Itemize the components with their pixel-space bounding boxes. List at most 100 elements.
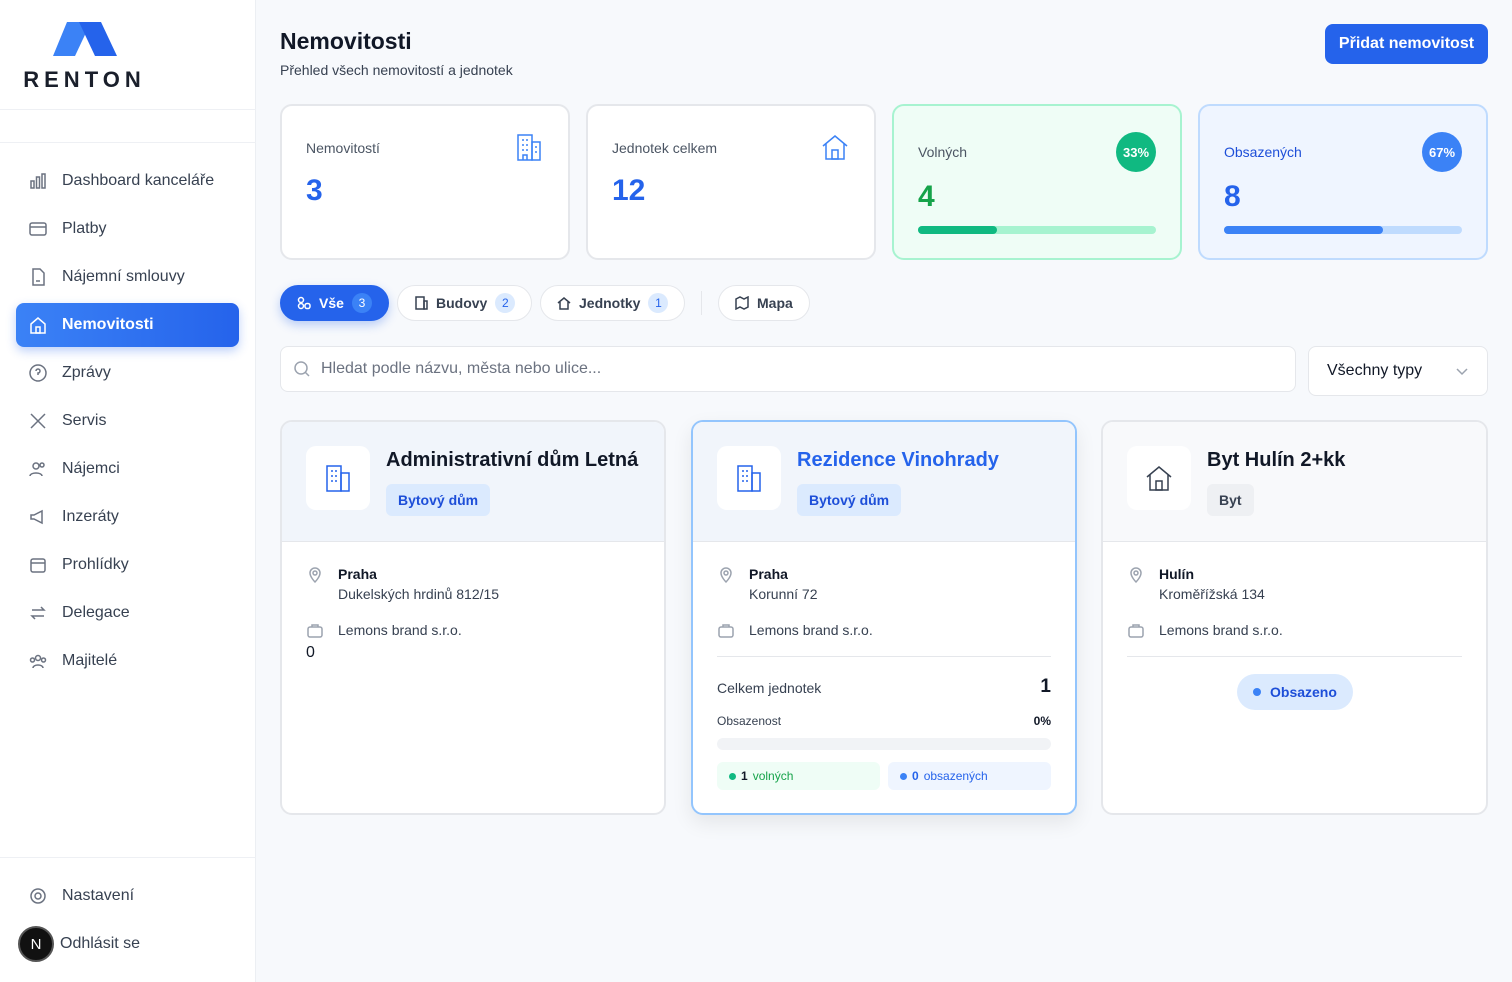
type-filter-select[interactable]: Všechny typy [1308,346,1488,396]
grid-icon [297,296,311,310]
percent-badge: 67% [1422,132,1462,172]
logout-label: Odhlásit se [60,935,141,952]
owner: Lemons brand s.r.o. [306,622,462,640]
map-icon [735,296,749,310]
building-icon [326,465,350,492]
property-title[interactable]: Rezidence Vinohrady [797,449,999,471]
tab-label: Budovy [436,295,488,311]
sidebar-item-platby[interactable]: Platby [16,207,239,251]
address: Praha Korunní 72 [717,566,818,602]
logout-button[interactable]: N Odhlásit se [16,922,239,966]
owner-name: Lemons brand s.r.o. [1159,622,1283,638]
megaphone-icon [30,509,43,525]
map-pin-icon [720,567,732,584]
page-title: Nemovitosti [280,28,412,54]
property-thumbnail [306,446,370,510]
sidebar-item-label: Inzeráty [62,508,119,525]
street: Kroměřížská 134 [1159,586,1265,602]
divider [0,109,256,110]
chevron-down-icon [1456,368,1468,376]
divider [1127,656,1462,657]
sidebar-item-delegace[interactable]: Delegace [16,591,239,635]
property-card[interactable]: Administrativní dům Letná Bytový dům Pra… [280,420,666,815]
free-units-chip: 1 volných [717,762,880,790]
credit-card-icon [29,222,47,236]
status-badge: Obsazeno [1237,674,1353,710]
users-icon [29,462,45,477]
building-icon [517,134,541,161]
sidebar-item-zpravy[interactable]: Zprávy [16,351,239,395]
street: Korunní 72 [749,586,818,602]
sidebar-item-label: Majitelé [62,652,118,669]
logo[interactable]: RENTON [22,22,147,93]
tab-count: 3 [351,293,372,313]
brand-name: RENTON [23,67,146,92]
sidebar-item-servis[interactable]: Servis [16,399,239,443]
address: Hulín Kroměřížská 134 [1127,566,1265,602]
sidebar-item-dashboard[interactable]: Dashboard kanceláře [16,159,239,203]
tab-buildings[interactable]: Budovy 2 [397,285,533,321]
tab-units[interactable]: Jednotky 1 [540,285,686,321]
card-header: Administrativní dům Letná Bytový dům [282,422,664,542]
sidebar-item-prohlidky[interactable]: Prohlídky [16,543,239,587]
card-header: Rezidence Vinohrady Bytový dům [693,422,1075,542]
divider [0,142,256,143]
units-value: 1 [1040,676,1051,697]
sidebar-item-inzeraty[interactable]: Inzeráty [16,495,239,539]
stat-value: 3 [306,174,323,207]
progress-bar [918,226,1156,234]
units-label: Celkem jednotek [717,680,822,696]
occupancy-bar [717,738,1051,750]
owner-name: Lemons brand s.r.o. [749,622,873,638]
address: Praha Dukelských hrdinů 812/15 [306,566,499,602]
settings-link[interactable]: Nastavení [16,874,239,918]
sidebar-item-najemci[interactable]: Nájemci [16,447,239,491]
avatar: N [18,926,54,962]
property-card[interactable]: Byt Hulín 2+kk Byt Hulín Kroměřížská 134 … [1101,420,1488,815]
occupancy-value: 0% [1033,714,1051,728]
tab-all[interactable]: Vše 3 [280,285,389,321]
stat-label: Jednotek celkem [612,140,718,156]
search-input[interactable] [321,360,1295,378]
city: Praha [338,566,377,582]
sidebar-item-label: Dashboard kanceláře [62,172,215,189]
property-card[interactable]: Rezidence Vinohrady Bytový dům Praha Koru… [691,420,1077,815]
add-property-button[interactable]: Přidat nemovitost [1325,24,1488,64]
status-label: Obsazeno [1270,684,1337,700]
select-value: Všechny typy [1327,362,1423,379]
document-icon [32,268,45,286]
free-label: volných [752,769,794,783]
occupied-label: obsazených [923,769,988,783]
progress-fill [918,226,997,234]
sidebar-item-label: Delegace [62,604,130,621]
sidebar-item-majitele[interactable]: Majitelé [16,639,239,683]
stat-card-free: Volných 4 33% [892,104,1182,260]
city: Hulín [1159,566,1194,582]
percent-badge: 33% [1116,132,1156,172]
search-field[interactable] [280,346,1296,392]
unit-count: 0 [306,644,315,661]
help-circle-icon [29,364,47,382]
type-badge: Byt [1207,484,1254,516]
stat-card-occupied: Obsazených 8 67% [1198,104,1488,260]
owner: Lemons brand s.r.o. [717,622,873,640]
sidebar-item-label: Zprávy [62,364,111,381]
dot-icon [729,772,736,780]
home-icon [1146,466,1172,491]
tab-count: 1 [648,293,669,313]
calendar-icon [30,558,46,573]
sidebar-item-label: Nájemci [62,460,120,477]
property-title[interactable]: Byt Hulín 2+kk [1207,449,1346,471]
stat-value: 8 [1224,180,1241,213]
sidebar-item-label: Platby [62,220,107,237]
property-title[interactable]: Administrativní dům Letná [386,449,639,471]
progress-bar [1224,226,1462,234]
sidebar-item-nemovitosti[interactable]: Nemovitosti [16,303,239,347]
tab-map[interactable]: Mapa [718,285,810,321]
logo-mark-icon [52,22,117,56]
sidebar-item-smlouvy[interactable]: Nájemní smlouvy [16,255,239,299]
tab-label: Mapa [757,295,793,311]
map-pin-icon [309,567,321,584]
bar-chart-icon [30,173,46,189]
sidebar-item-label: Nemovitosti [62,316,154,333]
